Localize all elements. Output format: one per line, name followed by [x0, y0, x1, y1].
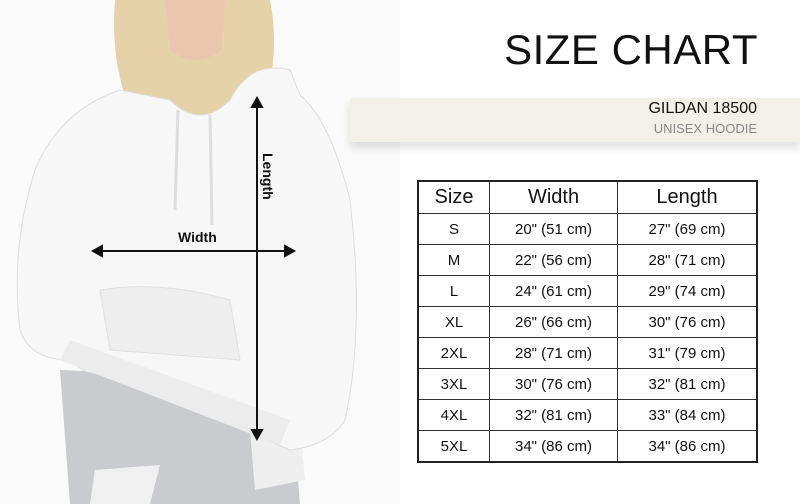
width-cell: 22" (56 cm)	[489, 244, 618, 276]
size-cell: S	[417, 213, 490, 245]
width-cell: 30" (76 cm)	[489, 368, 618, 400]
table-row: XL 26" (66 cm) 30" (76 cm)	[417, 306, 758, 338]
width-cell: 32" (81 cm)	[489, 399, 618, 431]
table-row: 4XL 32" (81 cm) 33" (84 cm)	[417, 399, 758, 431]
size-cell: M	[417, 244, 490, 276]
table-row: 3XL 30" (76 cm) 32" (81 cm)	[417, 368, 758, 400]
size-cell: 3XL	[417, 368, 490, 400]
size-cell: XL	[417, 306, 490, 338]
size-cell: 4XL	[417, 399, 490, 431]
column-header: Length	[617, 180, 758, 214]
table-row: S 20" (51 cm) 27" (69 cm)	[417, 213, 758, 245]
column-header: Width	[489, 180, 618, 214]
length-cell: 30" (76 cm)	[617, 306, 758, 338]
model-hoodie-photo	[16, 0, 357, 504]
length-arrow	[250, 95, 264, 442]
width-cell: 28" (71 cm)	[489, 337, 618, 369]
length-cell: 31" (79 cm)	[617, 337, 758, 369]
table-row: 2XL 28" (71 cm) 31" (79 cm)	[417, 337, 758, 369]
length-cell: 28" (71 cm)	[617, 244, 758, 276]
size-table: Size Width Length S 20" (51 cm) 27" (69 cm…	[417, 180, 758, 463]
table-row: L 24" (61 cm) 29" (74 cm)	[417, 275, 758, 307]
width-cell: 20" (51 cm)	[489, 213, 618, 245]
length-cell: 33" (84 cm)	[617, 399, 758, 431]
size-cell: L	[417, 275, 490, 307]
column-header: Size	[417, 180, 490, 214]
length-label: Length	[260, 153, 276, 200]
width-cell: 34" (86 cm)	[489, 430, 618, 463]
length-cell: 27" (69 cm)	[617, 213, 758, 245]
table-header: Size Width Length	[417, 180, 758, 214]
width-cell: 24" (61 cm)	[489, 275, 618, 307]
table-row: 5XL 34" (86 cm) 34" (86 cm)	[417, 430, 758, 463]
width-cell: 26" (66 cm)	[489, 306, 618, 338]
product-type: UNISEX HOODIE	[653, 121, 757, 136]
size-cell: 5XL	[417, 430, 490, 463]
width-label: Width	[178, 229, 217, 245]
product-band	[350, 98, 800, 142]
brand-model: GILDAN 18500	[648, 100, 757, 117]
page-title: SIZE CHART	[504, 26, 758, 73]
length-cell: 32" (81 cm)	[617, 368, 758, 400]
length-cell: 29" (74 cm)	[617, 275, 758, 307]
length-cell: 34" (86 cm)	[617, 430, 758, 463]
table-row: M 22" (56 cm) 28" (71 cm)	[417, 244, 758, 276]
size-cell: 2XL	[417, 337, 490, 369]
